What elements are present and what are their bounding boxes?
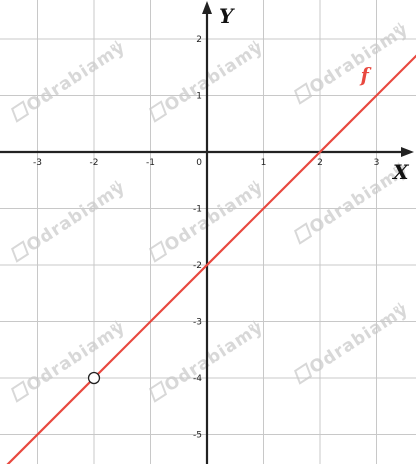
- watermark-logo-icon: [149, 240, 168, 263]
- series-line-f: [6, 54, 416, 464]
- y-tick-label: 1: [196, 92, 202, 102]
- y-tick-label: 2: [196, 35, 202, 45]
- watermark-logo-icon: [11, 240, 30, 263]
- series-layer: [6, 54, 416, 464]
- x-axis-arrow-icon: [401, 147, 414, 157]
- y-tick-label: -2: [193, 261, 202, 271]
- x-tick-label: -3: [33, 158, 42, 168]
- x-tick-label: -1: [146, 158, 155, 168]
- y-axis-label: Y: [219, 4, 235, 28]
- y-tick-label: -1: [193, 205, 202, 215]
- y-axis-arrow-icon: [202, 1, 212, 14]
- watermark-logo-icon: [294, 362, 313, 385]
- watermark-logo-icon: [149, 380, 168, 403]
- watermark-logo-icon: [11, 100, 30, 123]
- y-tick-label: -4: [193, 374, 202, 384]
- open-point-marker: [87, 371, 101, 385]
- x-tick-label: 2: [317, 158, 323, 168]
- watermark-logo-icon: [11, 380, 30, 403]
- y-tick-label: -3: [193, 318, 202, 328]
- labels-layer: -3 -2 -1 1 2 3 2 1 -1 -2 -3 -4 -5 0 X Yf: [33, 4, 410, 441]
- origin-label: 0: [196, 158, 202, 168]
- watermark-logo-icon: [149, 100, 168, 123]
- watermark-logo-icon: [294, 222, 313, 245]
- watermark-logo-icon: [294, 82, 313, 105]
- x-tick-label: -2: [90, 158, 99, 168]
- x-tick-label: 3: [374, 158, 380, 168]
- y-tick-label: -5: [193, 431, 202, 441]
- series-label-f: f: [359, 64, 372, 86]
- x-axis-label: X: [391, 160, 410, 184]
- x-tick-label: 1: [261, 158, 267, 168]
